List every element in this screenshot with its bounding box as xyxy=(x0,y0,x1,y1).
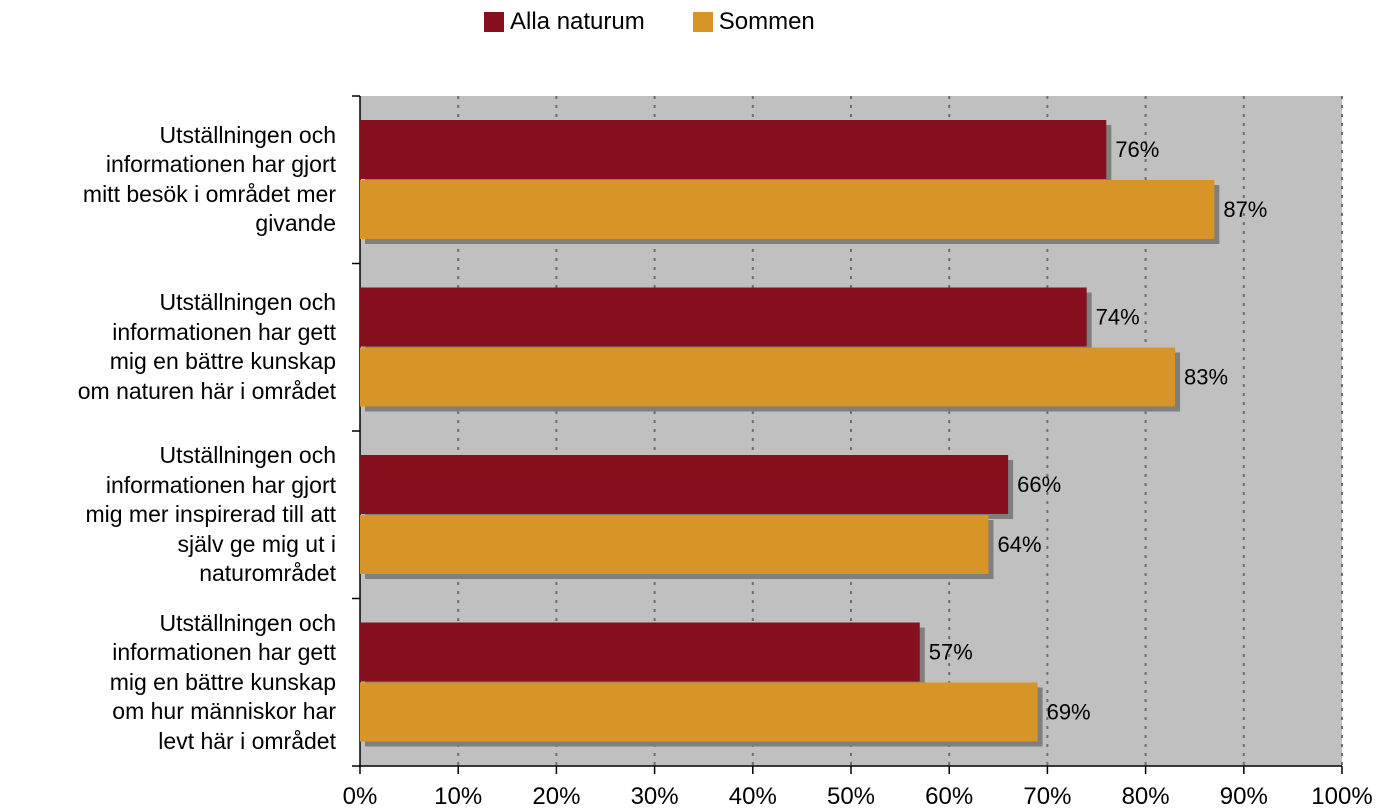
bar-alla-naturum xyxy=(360,120,1107,179)
category-label-line: om hur människor har xyxy=(112,698,336,724)
data-label: 69% xyxy=(1047,700,1091,725)
data-label: 64% xyxy=(997,532,1041,557)
bar-sommen xyxy=(360,682,1038,742)
category-label: Utställningen och informationen har gjort… xyxy=(0,441,336,589)
category-label-line: om naturen här i området xyxy=(77,377,336,404)
category-label-line: mig en bättre kunskap xyxy=(109,348,336,375)
x-tick-label: 40% xyxy=(729,783,777,810)
category-label-line: mig mer inspirerad till att xyxy=(85,501,336,527)
data-label: 57% xyxy=(929,640,973,665)
x-tick-label: 50% xyxy=(827,783,875,810)
category-label-line: naturområdet xyxy=(199,560,336,586)
legend-swatch-sommen xyxy=(692,12,713,32)
x-tick-label: 30% xyxy=(631,783,679,810)
category-label-line: informationen har gjort xyxy=(105,471,336,498)
bar-sommen xyxy=(360,515,989,574)
legend-item-alla-naturum: Alla naturum xyxy=(484,8,645,36)
category-label-line: informationen har gett xyxy=(112,318,336,345)
legend-label-sommen: Sommen xyxy=(718,8,815,35)
x-tick-label: 10% xyxy=(434,783,482,810)
category-label-line: levt här i området xyxy=(158,727,336,754)
bar-alla-naturum xyxy=(360,455,1009,514)
category-label-line: Utställningen och xyxy=(159,609,336,636)
legend-label-alla-naturum: Alla naturum xyxy=(510,8,645,35)
category-label-line: själv ge mig ut i xyxy=(177,530,336,557)
x-tick-label: 100% xyxy=(1311,783,1372,810)
category-label-line: mig en bättre kunskap xyxy=(109,668,336,695)
bar-alla-naturum xyxy=(360,287,1087,347)
bar-sommen xyxy=(360,347,1176,407)
category-label-line: Utställningen och xyxy=(159,289,336,316)
category-label-line: informationen har gjort xyxy=(105,151,336,178)
category-label-line: mitt besök i området mer xyxy=(82,180,336,207)
x-tick-label: 80% xyxy=(1122,783,1170,810)
data-label: 74% xyxy=(1096,305,1140,330)
data-label: 87% xyxy=(1223,197,1267,222)
category-label: Utställningen och informationen har gjort… xyxy=(0,121,336,239)
data-label: 76% xyxy=(1115,137,1159,162)
bar-alla-naturum xyxy=(360,622,920,682)
x-tick-label: 60% xyxy=(925,783,973,810)
legend-item-sommen: Sommen xyxy=(692,8,815,36)
category-label-line: Utställningen och xyxy=(159,121,336,148)
x-tick-label: 70% xyxy=(1023,783,1071,810)
legend-swatch-alla-naturum xyxy=(484,12,504,32)
data-label: 66% xyxy=(1017,472,1061,497)
category-label-line: informationen har gett xyxy=(112,639,336,665)
category-label: Utställningen och informationen har gett m… xyxy=(0,609,336,757)
x-tick-label: 90% xyxy=(1220,783,1268,810)
legend: Alla naturum Sommen xyxy=(484,8,815,36)
x-tick-label: 20% xyxy=(532,783,580,810)
bar-sommen xyxy=(360,180,1215,239)
data-label: 83% xyxy=(1184,365,1228,390)
category-label: Utställningen och informationen har gett m… xyxy=(0,288,336,406)
x-tick-label: 0% xyxy=(343,783,378,810)
category-label-line: Utställningen och xyxy=(159,442,336,468)
category-label-line: givande xyxy=(255,210,336,237)
